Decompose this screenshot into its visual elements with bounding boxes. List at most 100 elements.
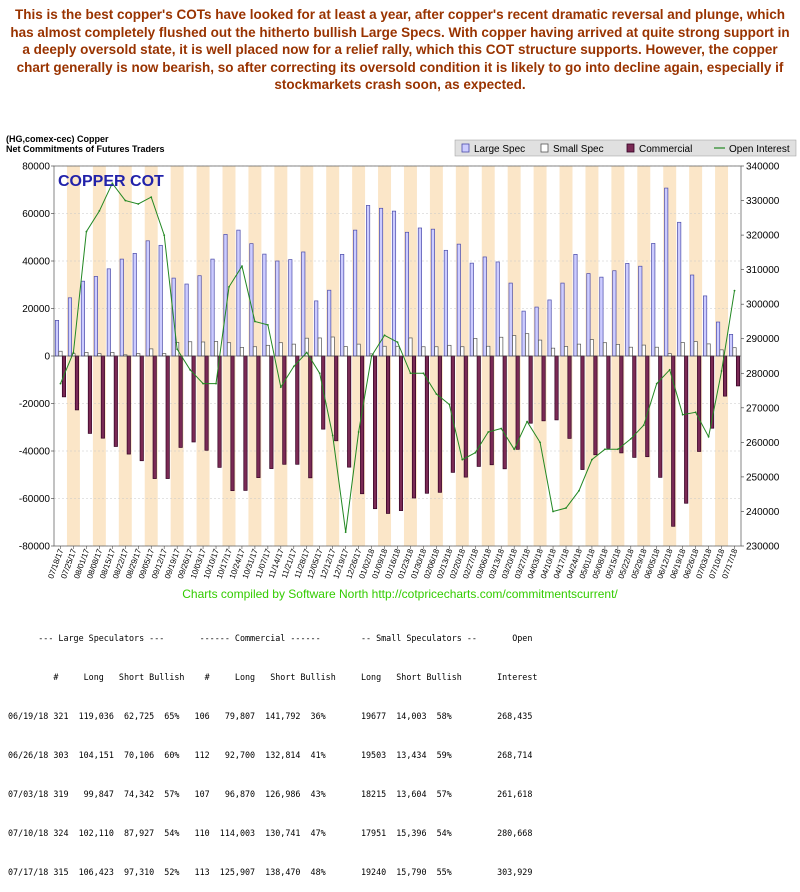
legend-label: Commercial	[639, 144, 692, 155]
small-spec-bar	[421, 346, 426, 357]
commercial-bar	[269, 355, 274, 469]
commercial-bar	[632, 355, 637, 458]
open-interest-point	[150, 196, 153, 198]
cot-table-header-2: # Long Short Bullish # Long Short Bullis…	[8, 672, 538, 682]
large-spec-bar	[690, 274, 695, 357]
small-spec-bar	[58, 350, 63, 357]
commercial-bar	[684, 355, 689, 504]
cot-table-row: 07/17/18 315 106,423 97,310 52% 113 125,…	[8, 867, 533, 877]
small-spec-bar	[291, 343, 296, 357]
cot-table-row: 06/19/18 321 119,036 62,725 65% 106 79,8…	[8, 711, 533, 721]
open-interest-point	[603, 448, 606, 451]
large-spec-bar	[651, 243, 656, 357]
commercial-bar	[191, 355, 196, 443]
chart-title: COPPER COT	[58, 173, 164, 190]
large-spec-bar	[340, 253, 345, 357]
large-spec-bar	[573, 253, 578, 357]
open-interest-point	[474, 451, 477, 454]
large-spec-bar	[599, 276, 604, 357]
chart-header-line2: Net Commitments of Futures Traders	[6, 144, 165, 154]
large-spec-bar	[508, 282, 513, 357]
small-spec-bar	[602, 342, 607, 357]
open-interest-point	[526, 420, 529, 423]
commercial-bar	[619, 355, 624, 454]
y-right-tick-label: 290000	[746, 334, 780, 345]
small-spec-bar	[330, 336, 335, 357]
large-spec-bar	[184, 283, 189, 357]
y-left-tick-label: -40000	[19, 447, 51, 458]
open-interest-point	[241, 265, 243, 268]
commercial-bar	[308, 355, 313, 479]
open-interest-point	[629, 438, 632, 440]
small-spec-bar	[460, 346, 465, 357]
small-spec-bar	[473, 338, 478, 357]
legend-box	[454, 139, 797, 157]
large-spec-bar	[262, 253, 267, 357]
y-right-tick-label: 280000	[746, 369, 780, 380]
large-spec-bar	[417, 227, 422, 357]
small-spec-bar	[641, 344, 646, 357]
open-interest-point	[681, 413, 684, 416]
y-right-tick-label: 270000	[746, 403, 780, 414]
commercial-bar	[697, 355, 702, 452]
small-spec-bar	[434, 346, 439, 357]
open-interest-point	[202, 382, 204, 385]
open-interest-point	[228, 286, 230, 288]
large-spec-bar	[197, 275, 202, 357]
small-spec-bar	[615, 344, 620, 357]
chart-legend: Large Spec Small Spec Commercial Open Inter…	[454, 139, 797, 157]
large-spec-bar	[288, 259, 293, 357]
commercial-bar	[334, 355, 339, 442]
small-spec-bar	[278, 342, 283, 357]
small-spec-bar	[486, 345, 491, 357]
large-spec-bar	[54, 320, 60, 357]
commercial-bar	[152, 355, 157, 479]
y-right-tick-label: 230000	[746, 542, 780, 553]
small-spec-bar	[628, 346, 633, 357]
open-interest-point	[422, 372, 425, 375]
cot-table: --- Large Speculators --- ------ Commerc…	[8, 606, 537, 892]
large-spec-bar	[716, 321, 721, 357]
open-interest-point	[694, 411, 697, 414]
large-spec-bar	[391, 210, 397, 357]
small-spec-bar	[252, 346, 257, 357]
large-spec-bar	[119, 258, 124, 357]
chart-header-line1: (HG,comex-cec) Copper	[6, 134, 109, 144]
small-spec-bar	[162, 353, 167, 357]
open-interest-point	[215, 382, 217, 385]
small-spec-bar	[667, 353, 672, 357]
small-spec-bar	[97, 353, 102, 357]
small-spec-bar	[538, 339, 543, 357]
large-spec-bar	[560, 282, 565, 357]
cot-table-row: 07/03/18 319 99,847 74,342 57% 107 96,87…	[8, 789, 533, 799]
open-interest-point	[279, 386, 282, 388]
y-right-tick-label: 300000	[746, 300, 780, 311]
commercial-bar	[282, 355, 287, 465]
small-spec-bar	[213, 341, 219, 357]
large-spec-bar	[443, 249, 448, 357]
small-spec-bar	[136, 353, 141, 357]
small-spec-bar	[706, 343, 711, 357]
y-right-tick-label: 310000	[746, 265, 780, 276]
small-spec-bar	[447, 344, 452, 357]
y-right-tick-label: 340000	[746, 162, 780, 173]
open-interest-point	[591, 458, 593, 461]
commercial-bar	[735, 355, 741, 387]
y-left-tick-label: 0	[44, 352, 50, 363]
small-spec-bar	[732, 347, 737, 357]
commercial-bar	[243, 355, 248, 491]
commercial-bar	[437, 355, 442, 493]
open-interest-point	[409, 372, 412, 375]
open-interest-point	[111, 182, 114, 185]
open-interest-point	[85, 230, 88, 233]
open-interest-point	[98, 210, 101, 212]
open-interest-point	[254, 320, 256, 323]
commercial-bar	[554, 355, 559, 421]
commercial-bar	[165, 355, 170, 479]
commercial-bar	[295, 355, 300, 465]
commercial-bar	[139, 355, 144, 462]
open-interest-point	[357, 431, 360, 433]
large-spec-bar	[664, 187, 669, 357]
cot-table-header-1: --- Large Speculators --- ------ Commerc…	[8, 633, 533, 643]
open-interest-point	[137, 203, 140, 205]
